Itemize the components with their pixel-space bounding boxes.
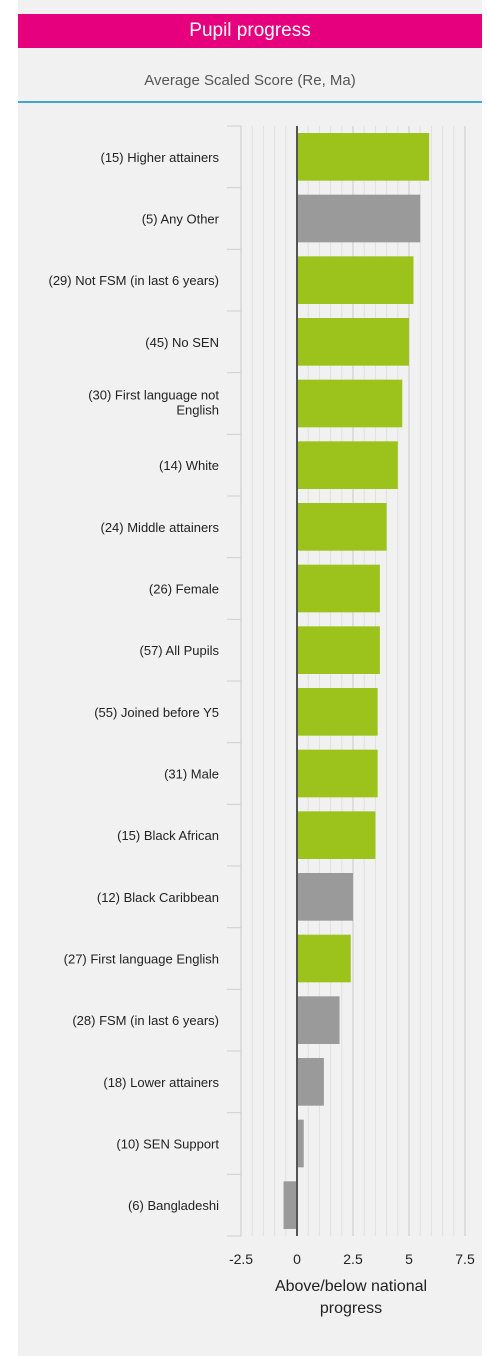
bar (297, 441, 398, 489)
bar (297, 749, 378, 798)
category-label-line: (15) Higher attainers (101, 150, 220, 165)
category-label-line: English (176, 403, 219, 418)
x-tick-label: 7.5 (455, 1251, 475, 1264)
bar (297, 503, 387, 551)
category-label-line: (30) First language not (88, 388, 219, 403)
category-label: (31) Male (164, 767, 219, 782)
category-label-line: (6) Bangladeshi (128, 1198, 219, 1213)
x-tick-label: -2.5 (229, 1251, 253, 1264)
category-label: (18) Lower attainers (103, 1075, 219, 1090)
category-label: (10) SEN Support (116, 1137, 219, 1152)
category-label: (26) Female (149, 582, 219, 597)
bar (297, 133, 430, 181)
category-label: (24) Middle attainers (101, 520, 220, 535)
bar (283, 1181, 297, 1229)
bar (297, 688, 378, 736)
category-label: (6) Bangladeshi (128, 1198, 219, 1213)
category-label-line: (12) Black Caribbean (97, 890, 219, 905)
category-label-line: (57) All Pupils (140, 643, 220, 658)
x-tick-label: 5 (405, 1251, 413, 1264)
bar (297, 379, 403, 428)
x-axis-label-line: Above/below national (274, 1278, 428, 1295)
category-label: (15) Black African (117, 828, 219, 843)
x-axis-label: Above/below national progress (236, 1276, 466, 1320)
bar (297, 996, 340, 1044)
category-label: (14) White (159, 458, 219, 473)
category-label: (12) Black Caribbean (97, 890, 219, 905)
category-label: (5) Any Other (142, 212, 220, 227)
category-label: (30) First language not English (88, 388, 219, 418)
category-label-line: (10) SEN Support (116, 1137, 219, 1152)
category-label-line: (24) Middle attainers (101, 520, 220, 535)
bar (297, 318, 409, 366)
bar (297, 1119, 304, 1168)
subtitle-divider (18, 101, 482, 103)
bar-chart: (15) Higher attainers (5) Any Other (29) N… (49, 125, 475, 1264)
x-axis-label-line: progress (319, 1300, 383, 1317)
category-label: (15) Higher attainers (101, 150, 220, 165)
bar (297, 256, 414, 304)
category-label-line: (26) Female (149, 582, 219, 597)
category-label-line: (18) Lower attainers (103, 1075, 219, 1090)
bar (297, 1058, 324, 1106)
category-label: (57) All Pupils (140, 643, 220, 658)
category-label-line: (15) Black African (117, 828, 219, 843)
category-label-line: (28) FSM (in last 6 years) (72, 1013, 219, 1028)
bar (297, 873, 353, 921)
category-label: (29) Not FSM (in last 6 years) (49, 273, 220, 288)
bar (297, 811, 376, 859)
x-tick-label: 0 (293, 1251, 301, 1264)
bar (297, 194, 421, 243)
category-label-line: (29) Not FSM (in last 6 years) (49, 273, 220, 288)
bar (297, 564, 380, 613)
category-label: (27) First language English (64, 952, 219, 967)
category-label-line: (5) Any Other (142, 212, 220, 227)
category-label: (28) FSM (in last 6 years) (72, 1013, 219, 1028)
category-label-line: (14) White (159, 458, 219, 473)
chart-subtitle: Average Scaled Score (Re, Ma) (144, 72, 356, 89)
x-tick-label: 2.5 (343, 1251, 363, 1264)
category-label: (55) Joined before Y5 (94, 705, 219, 720)
category-label: (45) No SEN (145, 335, 219, 350)
bar (297, 934, 351, 983)
category-label-line: (27) First language English (64, 952, 219, 967)
category-label-line: (31) Male (164, 767, 219, 782)
bar (297, 626, 380, 674)
category-label-line: (55) Joined before Y5 (94, 705, 219, 720)
page-title: Pupil progress (18, 14, 482, 48)
category-label-line: (45) No SEN (145, 335, 219, 350)
